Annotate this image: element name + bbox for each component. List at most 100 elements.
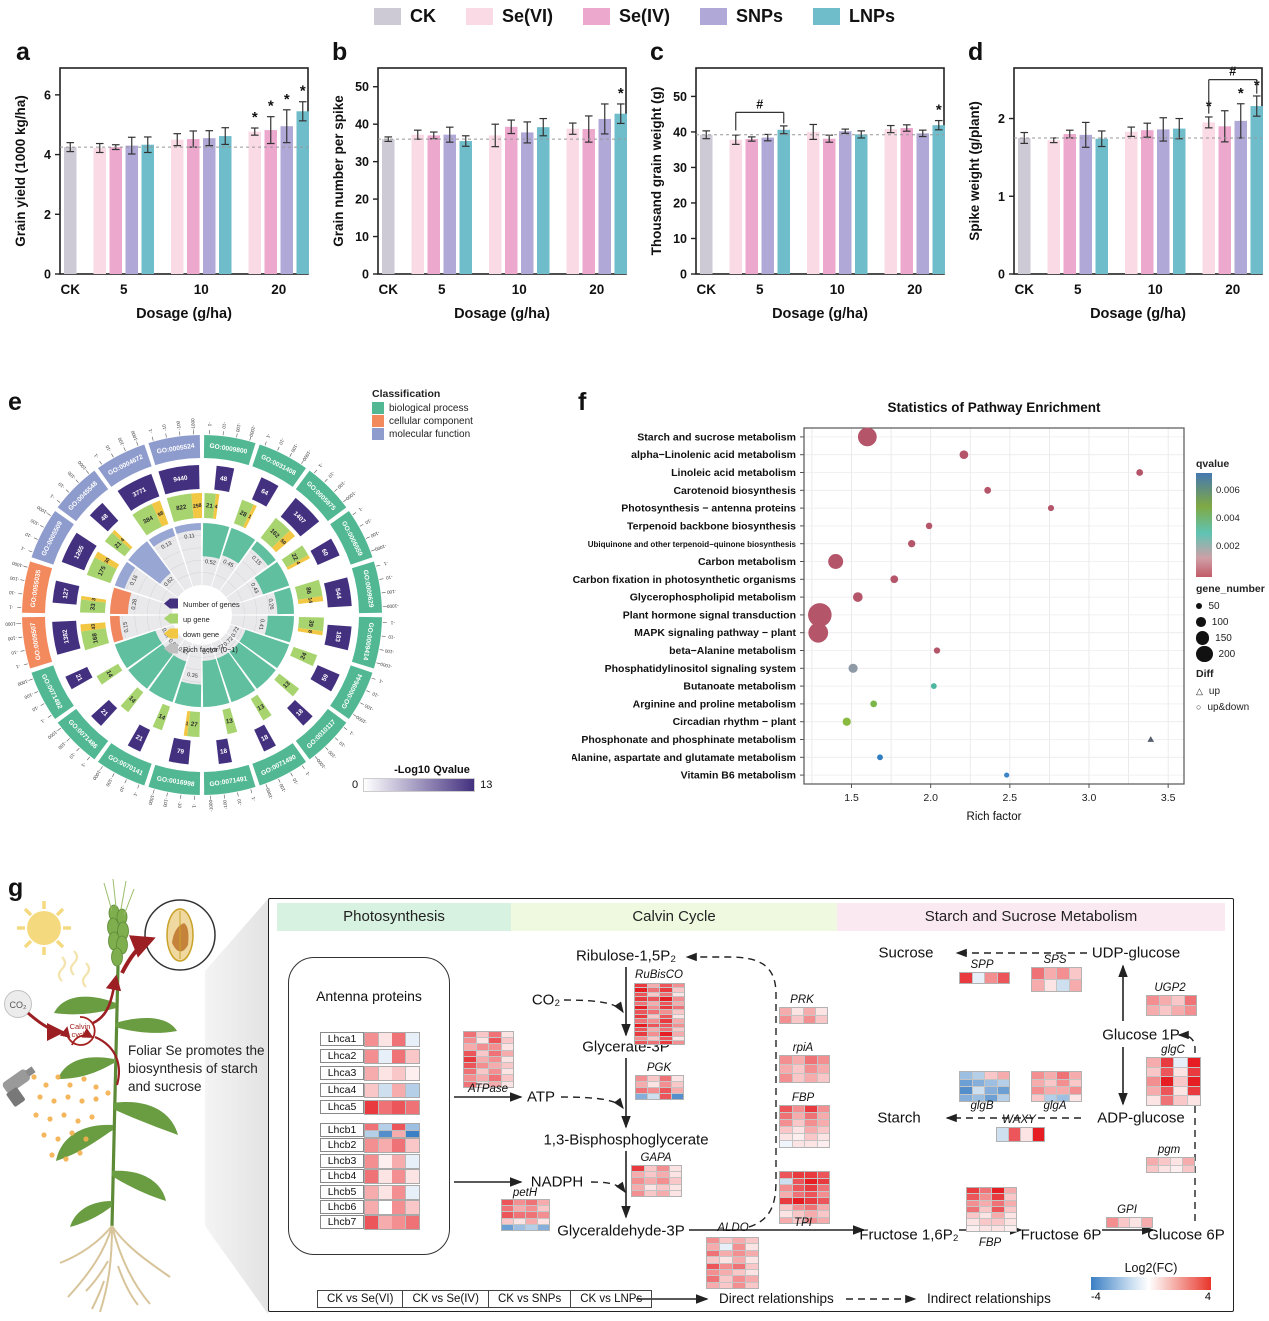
- go-term-band: [351, 561, 382, 614]
- pathway-label: Phosphonate and phosphinate metabolism: [581, 734, 796, 746]
- y-tick-label: 40: [355, 118, 369, 132]
- antenna-heatmap-Lhcb2: [364, 1138, 420, 1154]
- center-legend-label: down gene: [183, 630, 219, 639]
- down-gene-label: 1: [185, 721, 189, 727]
- down-gene-arc: [94, 551, 120, 570]
- rich-factor-bar: [251, 541, 276, 566]
- significance-star: *: [252, 109, 258, 126]
- bar: [777, 129, 790, 274]
- gene-count-label: 21: [134, 734, 144, 744]
- heatmap-TPI: [779, 1171, 830, 1224]
- svg-text:-1: -1: [132, 791, 138, 797]
- up-gene-label: 14: [127, 695, 137, 705]
- bar: [459, 141, 472, 274]
- rich-factor-bar: [216, 652, 256, 703]
- antenna-gene-Lhca4: Lhca4: [320, 1083, 364, 1097]
- down-gene-label: 43: [90, 623, 97, 630]
- gene-count-label: 21: [99, 708, 109, 718]
- diff-title: Diff: [1196, 668, 1214, 680]
- x-tick-label: 10: [512, 282, 527, 297]
- x-tick-label: 5: [756, 282, 764, 297]
- bar: [443, 134, 456, 274]
- up-gene-arc: [120, 687, 144, 713]
- x-tick-label: 3.5: [1161, 792, 1176, 804]
- antenna-heatmap-Lhcb4: [364, 1169, 420, 1185]
- svg-text:-100: -100: [162, 798, 169, 808]
- rich-factor-value: 0.52: [204, 559, 216, 567]
- y-axis-label: Grain number per spike: [331, 95, 346, 247]
- pathway-arrows: [454, 948, 1196, 1304]
- svg-text:-100: -100: [327, 749, 337, 759]
- y-axis-label: Thousand grain weight (g): [649, 87, 664, 256]
- svg-text:-1000: -1000: [374, 543, 387, 552]
- y-tick-label: 1: [998, 190, 1005, 204]
- y-tick-label: 6: [44, 88, 51, 102]
- diff-updown: ○ up&down: [1196, 701, 1250, 713]
- log2fc-max: 4: [1204, 1291, 1211, 1303]
- y-tick-label: 30: [355, 155, 369, 169]
- y-tick-label: 2: [998, 112, 1005, 126]
- svg-text:-1: -1: [304, 771, 311, 778]
- go-colorbar-max: 13: [480, 779, 493, 791]
- bar: [537, 127, 550, 274]
- gene-number-item: 50: [1196, 598, 1268, 614]
- svg-text:-1: -1: [317, 462, 324, 469]
- classification-title: Classification: [372, 388, 441, 400]
- rich-factor-bar: [174, 681, 202, 707]
- rich-factor-value: 0.67: [177, 646, 189, 656]
- go-term-band: [252, 743, 307, 786]
- bar: [1125, 131, 1138, 274]
- gene-count-label: 18: [295, 708, 305, 718]
- bar: [125, 145, 138, 274]
- legend-swatch: [813, 8, 841, 25]
- bar: [1234, 120, 1247, 274]
- hash-annotation: #: [756, 97, 763, 111]
- rich-factor-bar: [264, 615, 294, 643]
- svg-text:-100: -100: [105, 777, 114, 788]
- svg-text:-1000: -1000: [386, 603, 398, 609]
- bar: [745, 139, 758, 274]
- down-gene-label: 1: [247, 514, 252, 521]
- sprayer-icon: [2, 1066, 36, 1107]
- antenna-heatmap-Lhcb6: [364, 1200, 420, 1215]
- scatter-frame: [803, 427, 1185, 785]
- x-tick-label: 5: [438, 282, 446, 297]
- log2fc-gradient: [1091, 1277, 1211, 1290]
- rich-factor-bar: [110, 587, 132, 615]
- rich-factor-value: 0.41: [257, 619, 265, 631]
- up-gene-arc: [81, 628, 110, 651]
- bar: [427, 135, 440, 274]
- data-point: [1136, 469, 1144, 476]
- scatter-legend: qvalue 0.006 0.004 0.002 gene_number 50 100 150…: [1196, 452, 1268, 715]
- gene-label-FBP: FBP: [978, 1237, 1002, 1249]
- data-point: [828, 554, 844, 569]
- log2fc-title: Log2(FC): [1124, 1261, 1178, 1275]
- pathway-label: Ubiquinone and other terpenoid−quinone b…: [588, 540, 797, 549]
- legend-label: LNPs: [849, 6, 896, 26]
- svg-text:-1000: -1000: [208, 799, 214, 811]
- metabolite-bpg: 1,3-Bisphosphoglycerate: [543, 1131, 709, 1149]
- svg-text:-1000: -1000: [301, 449, 312, 462]
- data-point: [870, 700, 878, 708]
- rich-factor-value: 0.28: [131, 599, 139, 611]
- x-tick-label: 10: [830, 282, 845, 297]
- classification-item: molecular function: [372, 428, 473, 440]
- x-tick-label: CK: [61, 282, 81, 297]
- svg-text:-10: -10: [24, 531, 33, 539]
- significance-star: *: [618, 85, 624, 102]
- classification-item: biological process: [372, 402, 473, 414]
- heatmap-PGK: [635, 1075, 684, 1100]
- section-header: Photosynthesis: [277, 903, 511, 931]
- down-gene-arc: [297, 595, 324, 604]
- gene-count-arc: [158, 465, 200, 495]
- log2fc-colorbar: Log2(FC) -4 4: [1091, 1261, 1211, 1303]
- rich-factor-track: [110, 615, 174, 643]
- legend-label: Se(IV): [618, 6, 670, 26]
- svg-text:-100: -100: [117, 436, 126, 447]
- heatmap-glgB: [959, 1071, 1010, 1103]
- data-point: [1004, 772, 1010, 778]
- heatmap-glgA: [1031, 1071, 1082, 1103]
- antenna-gene-Lhca3: Lhca3: [320, 1066, 364, 1080]
- down-gene-label: 4: [214, 504, 218, 510]
